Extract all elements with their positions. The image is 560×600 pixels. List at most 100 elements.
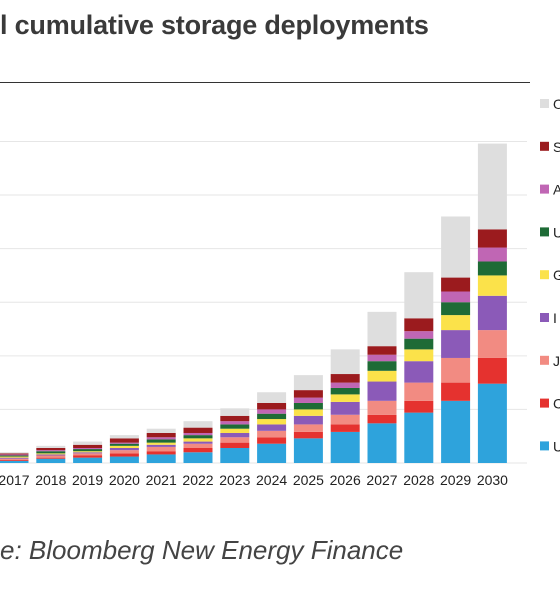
x-tick-label: 2018 [35, 472, 66, 488]
bar-segment [441, 357, 471, 383]
bar-segment [36, 451, 66, 454]
bar-segment [183, 438, 213, 442]
bar-segment [330, 424, 360, 432]
bar-segment [404, 361, 434, 383]
legend-swatch [540, 184, 549, 194]
legend-swatch [540, 227, 549, 237]
bar-segment [220, 415, 250, 422]
x-tick-label: 2023 [219, 472, 250, 488]
bar-segment [404, 412, 434, 463]
bar-segment [109, 456, 139, 463]
bar-segment [257, 443, 287, 463]
bar-segment [0, 452, 29, 454]
legend-label: I [553, 310, 557, 326]
bar-segment [109, 442, 139, 444]
bar-segment [183, 427, 213, 433]
legend-swatch [540, 99, 549, 108]
bar-segment [220, 421, 250, 425]
bar-segment [183, 447, 213, 453]
x-tick-label: 2019 [72, 472, 103, 488]
bar-segment [330, 387, 360, 395]
x-tick-label: 2021 [146, 472, 177, 488]
bar-segment [293, 438, 323, 463]
bar-segment [477, 229, 507, 248]
bar-segment [477, 295, 507, 331]
bar-segment [109, 443, 139, 446]
legend-swatch [540, 141, 549, 151]
bar-segment [257, 430, 287, 438]
bar-segment [367, 361, 397, 371]
x-tick-label: 2028 [403, 472, 434, 488]
bar-segment [367, 381, 397, 401]
bar-segment [109, 450, 139, 454]
bar-segment [220, 428, 250, 433]
bar-segment [36, 453, 66, 455]
legend-label: G [553, 267, 560, 283]
bar-segment [73, 449, 103, 452]
legend-label: C [553, 396, 560, 412]
bar-segment [0, 457, 29, 459]
bar-segment [477, 330, 507, 358]
x-tick-label: 2029 [440, 472, 471, 488]
bar-segment [36, 450, 66, 452]
bar-segment [257, 419, 287, 425]
bar-segment [220, 424, 250, 429]
bar-segment [441, 400, 471, 463]
title-divider [0, 82, 530, 83]
bar-segment [183, 452, 213, 463]
bar-segment [220, 442, 250, 448]
bar-segment [146, 428, 176, 433]
bar-segment [293, 390, 323, 398]
bar-segment [330, 431, 360, 463]
bar-segment [146, 442, 176, 445]
legend-label: U [553, 224, 560, 240]
bar-segment [330, 382, 360, 388]
bar-segment [220, 447, 250, 463]
bar-segment [109, 438, 139, 443]
bar-segment [330, 414, 360, 425]
bar-segment [183, 443, 213, 448]
bar-segment [441, 302, 471, 316]
legend-label: O [553, 96, 560, 112]
bar-segment [477, 247, 507, 262]
bar-segment [441, 277, 471, 292]
bar-segment [183, 441, 213, 444]
bar-segment [36, 454, 66, 456]
bar-segment [73, 447, 103, 450]
bar-segment [477, 357, 507, 384]
bar-segment [293, 375, 323, 391]
bar-segment [330, 394, 360, 402]
x-tick-label: 2024 [256, 472, 287, 488]
bar-segment [220, 432, 250, 438]
bar-segment [36, 445, 66, 448]
x-tick-label: 2026 [330, 472, 361, 488]
x-tick-label: 2030 [477, 472, 508, 488]
bar-segment [367, 414, 397, 424]
bar-segment [109, 453, 139, 457]
bar-segment [146, 454, 176, 463]
bar-segment [146, 439, 176, 443]
bar-segment [0, 458, 29, 460]
bar-segment [146, 446, 176, 452]
bar-segment [73, 451, 103, 453]
bar-segment [477, 275, 507, 296]
bar-segment [36, 458, 66, 463]
bar-segment [477, 383, 507, 463]
bar-segment [146, 451, 176, 455]
x-tick-label: 2025 [293, 472, 324, 488]
bar-segment [0, 460, 29, 463]
bar-segment [441, 382, 471, 401]
bar-segment [404, 272, 434, 319]
legend-swatch [540, 313, 549, 322]
legend-swatch [540, 355, 549, 365]
bar-segment [257, 413, 287, 420]
bar-segment [404, 318, 434, 332]
x-tick-label: 2020 [109, 472, 140, 488]
legend-swatch [540, 398, 549, 408]
bar-segment [36, 457, 66, 459]
source-note: e: Bloomberg New Energy Finance [0, 535, 404, 565]
legend-swatch [540, 270, 549, 280]
bar-segment [183, 435, 213, 439]
bar-segment [257, 409, 287, 414]
